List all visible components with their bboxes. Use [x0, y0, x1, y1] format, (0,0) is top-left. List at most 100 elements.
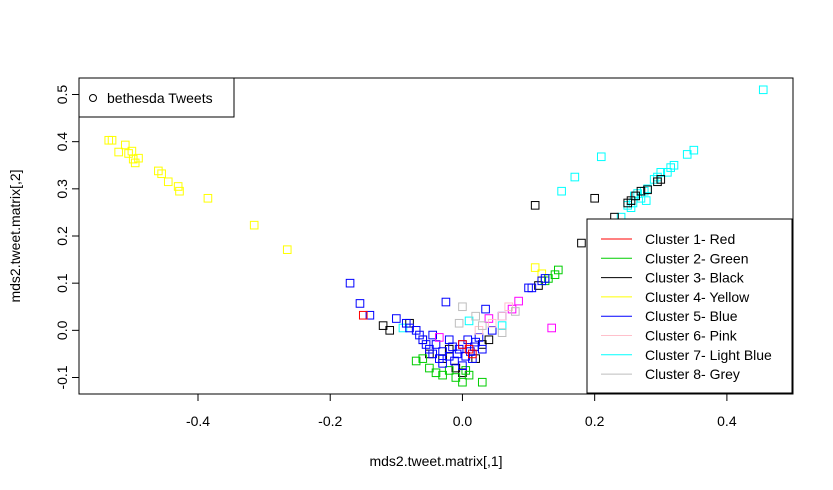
legend-entry-label: Cluster 1- Red: [645, 231, 735, 247]
data-point: [418, 354, 428, 363]
data-point: [405, 323, 414, 333]
data-point: [345, 278, 355, 288]
legend-bottom-right: Cluster 1- Red Cluster 2- Green Cluster 3-…: [586, 218, 793, 394]
data-point: [487, 318, 497, 328]
data-point: [428, 330, 437, 340]
data-point: [596, 152, 606, 162]
y-tick-label: 0.4: [54, 132, 70, 152]
data-point: [641, 196, 651, 205]
data-point: [631, 191, 640, 201]
y-tick-label: -0.1: [54, 365, 70, 389]
y-tick-label: 0.0: [54, 320, 70, 340]
data-point: [435, 333, 444, 342]
data-point: [134, 153, 143, 163]
points-layer: [104, 85, 768, 387]
data-point: [425, 363, 434, 373]
data-point: [590, 193, 599, 203]
data-point: [438, 359, 447, 368]
y-axis: -0.1 0.0 0.1 0.2 0.3 0.4 0.5: [54, 85, 80, 390]
data-point: [628, 198, 638, 208]
data-point: [636, 186, 646, 196]
data-point: [175, 186, 184, 196]
data-point: [468, 354, 477, 363]
data-point: [203, 193, 213, 203]
y-axis-title: mds2.tweet.matrix[,2]: [7, 169, 23, 302]
data-point: [497, 321, 507, 330]
data-point: [477, 344, 487, 354]
legend-top-left-label: bethesda Tweets: [107, 90, 213, 106]
data-point: [378, 321, 388, 330]
data-point: [547, 323, 556, 333]
legend-entry-label: Cluster 6- Pink: [645, 328, 738, 344]
x-tick-label: 0.2: [585, 413, 605, 429]
data-point: [663, 168, 672, 177]
x-axis-title: mds2.tweet.matrix[,1]: [369, 453, 502, 469]
legend-entry-label: Cluster 5- Blue: [645, 308, 738, 324]
data-point: [365, 310, 375, 320]
legend-bottom-right-box: [586, 218, 793, 394]
data-point: [497, 311, 507, 321]
data-point: [487, 326, 497, 335]
data-point: [514, 296, 523, 306]
data-point: [577, 238, 586, 248]
legend-top-left-box: [78, 77, 235, 118]
legend-circle-icon: [89, 94, 97, 102]
data-point: [458, 377, 467, 387]
y-tick-label: 0.2: [54, 226, 70, 246]
data-point: [463, 335, 473, 345]
data-point: [358, 310, 368, 320]
data-point: [249, 220, 259, 230]
data-point: [474, 333, 484, 342]
data-point: [530, 201, 540, 210]
y-tick-label: 0.1: [54, 273, 70, 293]
data-point: [454, 318, 464, 328]
data-point: [758, 85, 768, 95]
data-point: [497, 311, 507, 321]
data-point: [458, 340, 467, 349]
data-point: [448, 342, 457, 352]
data-point: [451, 373, 461, 382]
data-point: [444, 366, 454, 375]
data-point: [173, 182, 183, 191]
data-point: [477, 377, 487, 387]
data-point: [431, 368, 441, 378]
data-point: [477, 321, 487, 330]
data-point: [392, 314, 401, 323]
data-point: [484, 335, 494, 345]
data-point: [157, 169, 166, 179]
data-point: [468, 349, 477, 359]
data-point: [438, 347, 447, 356]
legend-top-left: bethesda Tweets: [78, 77, 235, 118]
data-point: [623, 198, 633, 208]
x-axis: -0.4 -0.2 0.0 0.2 0.4: [186, 393, 737, 429]
legend-entry-label: Cluster 2- Green: [645, 250, 748, 266]
data-point: [471, 311, 480, 321]
data-point: [540, 274, 550, 283]
data-point: [557, 186, 566, 196]
data-point: [355, 299, 365, 308]
x-tick-label: 0.4: [717, 413, 737, 429]
data-point: [527, 283, 537, 293]
x-tick-label: -0.4: [186, 413, 210, 429]
data-point: [282, 245, 292, 254]
data-point: [428, 349, 437, 359]
data-point: [107, 135, 117, 145]
data-point: [530, 263, 540, 272]
y-tick-label: 0.3: [54, 179, 70, 199]
data-point: [444, 351, 454, 361]
data-point: [511, 307, 520, 316]
data-point: [653, 177, 662, 187]
data-point: [682, 150, 692, 159]
legend-entry-label: Cluster 3- Black: [645, 270, 745, 286]
legend-entry-label: Cluster 8- Grey: [645, 366, 740, 382]
data-point: [444, 335, 454, 345]
x-tick-label: 0.0: [453, 413, 473, 429]
data-point: [411, 356, 421, 366]
data-point: [163, 177, 173, 187]
data-point: [464, 316, 474, 326]
data-point: [120, 140, 130, 150]
data-point: [114, 147, 123, 157]
data-point: [643, 185, 652, 195]
legend-entry-label: Cluster 4- Yellow: [645, 289, 750, 305]
